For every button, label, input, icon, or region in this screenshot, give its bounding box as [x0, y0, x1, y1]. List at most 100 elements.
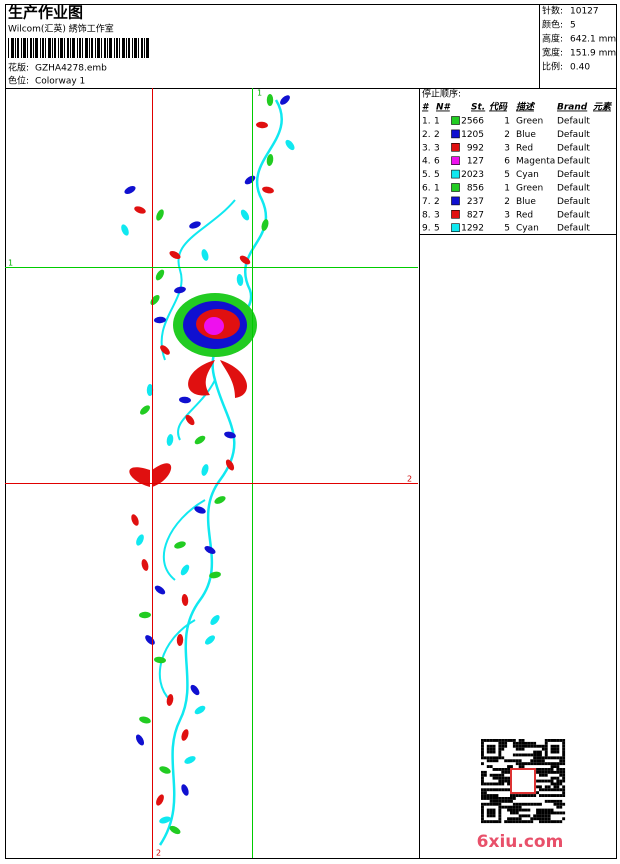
- qr-module: [536, 770, 539, 774]
- qr-module: [486, 739, 490, 742]
- qr-module: [481, 794, 484, 797]
- qr-module: [536, 785, 539, 789]
- qr-module: [501, 788, 505, 792]
- qr-module: [547, 779, 551, 783]
- qr-module: [541, 759, 545, 763]
- bar: [89, 38, 90, 58]
- table-cell: 2: [434, 130, 440, 140]
- table-cell: 5: [434, 224, 440, 234]
- leaf: [236, 274, 244, 286]
- qr-module: [553, 756, 557, 760]
- qr-module: [483, 770, 487, 774]
- qr-module: [510, 765, 513, 768]
- qr-module: [544, 750, 548, 754]
- qr-module: [495, 768, 499, 771]
- qr-module: [541, 794, 545, 797]
- qr-module: [498, 750, 502, 754]
- qr-module: [492, 750, 496, 754]
- qr-module: [492, 759, 496, 763]
- bar: [109, 38, 112, 58]
- qr-module: [536, 791, 539, 795]
- qr-module: [562, 773, 566, 777]
- qr-module: [527, 814, 531, 818]
- qr-module: [515, 741, 519, 745]
- embroidery: [121, 94, 295, 846]
- table-cell: 6: [504, 157, 510, 167]
- qr-module: [524, 814, 528, 818]
- qr-module: [501, 782, 505, 786]
- leaf: [256, 121, 268, 129]
- qr-module: [492, 808, 496, 812]
- qr-module: [492, 820, 496, 824]
- bar: [144, 38, 145, 58]
- bar: [77, 38, 78, 58]
- qr-module: [501, 739, 505, 742]
- qr-module: [501, 773, 505, 777]
- qr-module: [504, 805, 508, 809]
- leaf: [124, 186, 136, 194]
- qr-module: [559, 773, 563, 777]
- qr-module: [481, 744, 484, 748]
- bar: [8, 38, 9, 58]
- table-cell: 5: [504, 224, 510, 234]
- qr-module: [498, 739, 502, 742]
- qr-module: [498, 773, 502, 777]
- qr-module: [504, 776, 508, 780]
- qr-module: [521, 808, 525, 812]
- qr-module: [486, 820, 490, 824]
- qr-module: [541, 788, 545, 792]
- qr-module: [492, 802, 496, 806]
- info-label: 颜色:: [542, 19, 563, 31]
- qr-module: [524, 744, 528, 748]
- qr-module: [504, 759, 508, 763]
- leaf: [204, 545, 216, 555]
- qr-module: [504, 744, 508, 748]
- qr-module: [550, 788, 554, 792]
- qr-module: [556, 756, 560, 760]
- qr-module: [504, 788, 508, 792]
- qr-module: [495, 756, 499, 760]
- bar: [35, 38, 38, 58]
- qr-module: [489, 747, 493, 751]
- bar: [60, 38, 63, 58]
- qr-code: [480, 738, 566, 824]
- qr-module: [507, 799, 510, 803]
- qr-module: [489, 750, 493, 754]
- table-cell: Magenta: [516, 157, 555, 167]
- qr-module: [533, 750, 537, 754]
- qr-module: [541, 811, 545, 815]
- qr-module: [501, 797, 505, 800]
- qr-module: [553, 782, 557, 786]
- qr-module: [553, 788, 557, 792]
- qr-module: [486, 808, 490, 812]
- qr-module: [524, 820, 528, 824]
- qr-module: [498, 768, 502, 771]
- qr-module: [550, 756, 554, 760]
- qr-module: [489, 794, 493, 797]
- qr-module: [550, 750, 554, 754]
- qr-module: [507, 770, 510, 774]
- qr-module: [515, 753, 519, 757]
- table-cell: Default: [557, 130, 590, 140]
- qr-module: [530, 741, 534, 745]
- qr-module: [556, 802, 560, 806]
- leaf: [180, 564, 190, 576]
- qr-module: [527, 762, 531, 766]
- qr-module: [547, 820, 551, 824]
- table-cell: 8.: [422, 210, 431, 220]
- qr-module: [530, 817, 534, 821]
- leaf: [181, 594, 189, 606]
- qr-module: [498, 820, 502, 824]
- design-label: 花版:: [8, 62, 29, 74]
- qr-module: [553, 785, 557, 789]
- table-cell: Default: [557, 143, 590, 153]
- qr-module: [518, 747, 522, 751]
- qr-module: [481, 797, 484, 800]
- leaf: [224, 431, 236, 439]
- table-cell: 1: [504, 117, 510, 127]
- info-value: 151.9 mm: [570, 49, 616, 59]
- bar: [146, 38, 149, 58]
- bar: [72, 38, 75, 58]
- qr-module: [547, 794, 551, 797]
- qr-module: [544, 820, 548, 824]
